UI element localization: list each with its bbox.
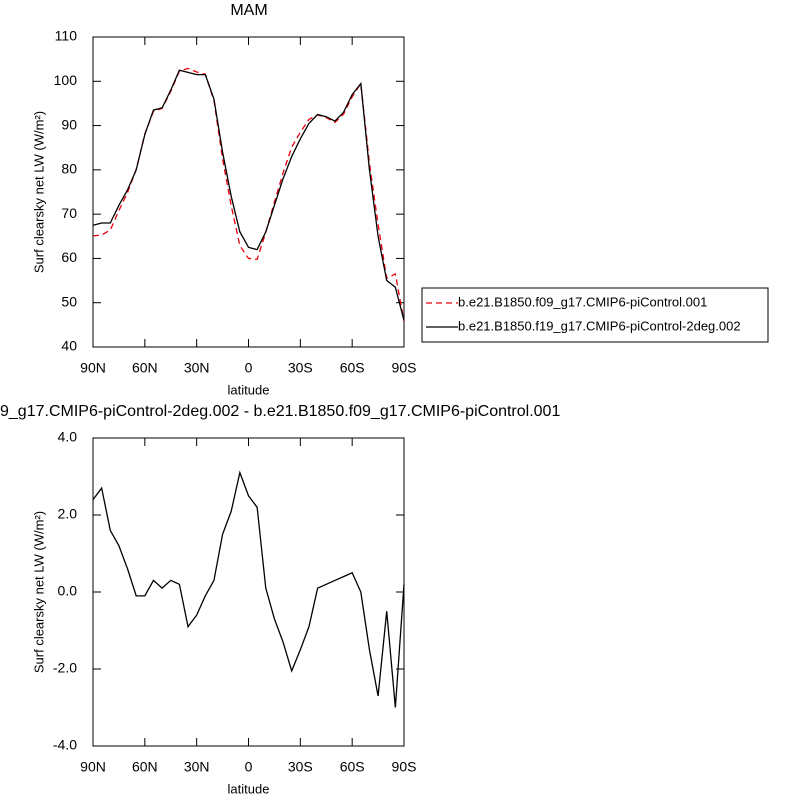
y-tick-label: 4.0: [58, 429, 78, 445]
legend-label: b.e21.B1850.f19_g17.CMIP6-piControl-2deg…: [458, 318, 741, 333]
y-tick-label: 90: [61, 116, 77, 132]
x-tick-label: 90N: [80, 759, 106, 775]
plot-frame: [92, 437, 405, 747]
y-tick-label: 80: [61, 161, 77, 177]
x-tick-label: 60N: [132, 360, 158, 376]
y-tick-label: 100: [54, 72, 78, 88]
y-tick-label: 0.0: [58, 583, 78, 599]
x-tick-label: 60S: [340, 360, 365, 376]
x-tick-label: 0: [245, 759, 253, 775]
chart-title: MAM: [230, 2, 267, 19]
data-line: [92, 470, 405, 708]
y-tick-label: 60: [61, 249, 77, 265]
y-tick-label: 40: [61, 338, 77, 354]
y-axis-label: Surf clearsky net LW (W/m²): [31, 111, 46, 273]
x-tick-label: 30N: [184, 759, 210, 775]
y-tick-label: 2.0: [58, 506, 78, 522]
x-tick-label: 30S: [288, 360, 313, 376]
legend-box: [421, 287, 769, 343]
x-tick-label: 90S: [392, 360, 417, 376]
data-line: [92, 69, 405, 321]
x-tick-label: 60N: [132, 759, 158, 775]
plot-frame: [92, 36, 405, 348]
x-tick-label: 0: [245, 360, 253, 376]
chart-title: 9_g17.CMIP6-piControl-2deg.002 - b.e21.B…: [0, 403, 560, 420]
y-tick-label: 70: [61, 205, 77, 221]
y-tick-label: -2.0: [53, 660, 77, 676]
x-tick-label: 30S: [288, 759, 313, 775]
y-tick-label: -4.0: [53, 737, 77, 753]
x-tick-label: 30N: [184, 360, 210, 376]
y-tick-label: 110: [55, 28, 78, 44]
x-tick-label: 90S: [392, 759, 417, 775]
x-tick-label: 90N: [80, 360, 106, 376]
y-tick-label: 50: [61, 293, 77, 309]
x-tick-label: 60S: [340, 759, 365, 775]
x-axis-label: latitude: [228, 382, 270, 397]
y-axis-label: Surf clearsky net LW (W/m²): [31, 511, 46, 673]
data-line: [92, 67, 405, 322]
x-axis-label: latitude: [228, 781, 270, 796]
legend-label: b.e21.B1850.f09_g17.CMIP6-piControl.001: [458, 294, 707, 309]
